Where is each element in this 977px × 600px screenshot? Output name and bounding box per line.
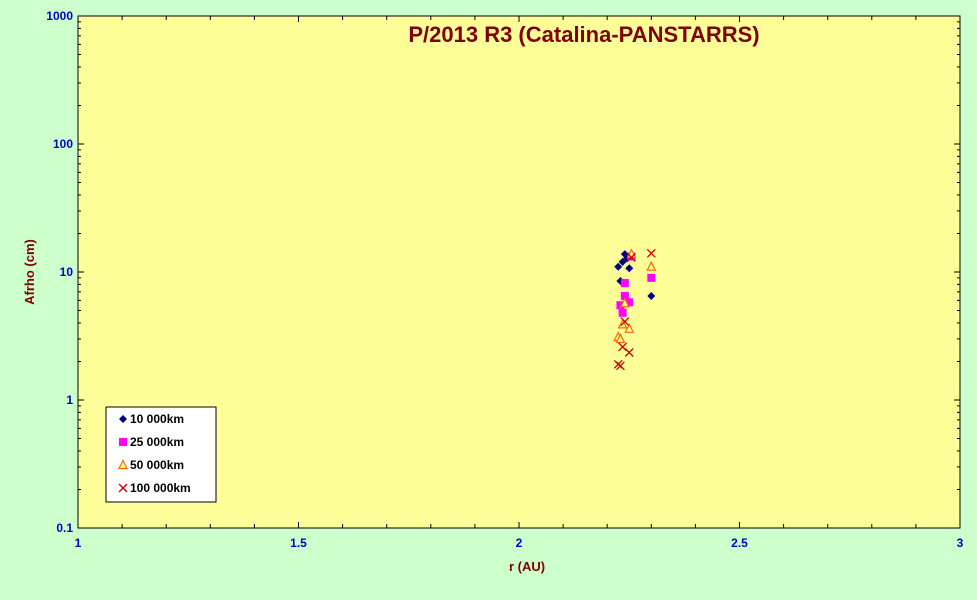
x-tick-label: 3 xyxy=(957,536,964,550)
legend-marker xyxy=(118,483,128,493)
data-point xyxy=(625,298,634,307)
data-point xyxy=(624,322,635,333)
plot-area xyxy=(77,15,961,529)
data-point xyxy=(614,262,623,271)
data-point xyxy=(646,260,657,271)
data-point xyxy=(618,342,628,352)
data-point xyxy=(647,273,656,282)
data-point xyxy=(619,297,630,308)
legend-entry-label: 100 000km xyxy=(130,481,191,495)
data-point xyxy=(620,291,629,300)
x-tick-label: 2 xyxy=(516,536,523,550)
y-axis-label: Afrho (cm) xyxy=(22,239,37,305)
data-point xyxy=(620,250,629,259)
x-tick-label: 1.5 xyxy=(290,536,307,550)
y-tick-label: 1000 xyxy=(46,9,73,23)
legend-entry-label: 50 000km xyxy=(130,458,184,472)
data-point xyxy=(615,361,625,371)
x-axis-label: r (AU) xyxy=(509,559,545,574)
x-tick-label: 2.5 xyxy=(731,536,748,550)
legend-marker xyxy=(119,415,127,423)
y-tick-label: 0.1 xyxy=(56,521,73,535)
y-tick-label: 1 xyxy=(66,393,73,407)
data-point xyxy=(646,248,656,258)
data-point xyxy=(620,317,630,327)
data-point xyxy=(624,348,634,357)
y-tick-label: 10 xyxy=(60,265,74,279)
data-point xyxy=(626,252,636,262)
data-point xyxy=(625,264,634,273)
data-point xyxy=(647,291,656,300)
legend-marker xyxy=(119,438,127,446)
legend-entry-label: 10 000km xyxy=(130,412,184,426)
data-point xyxy=(615,333,626,344)
data-point xyxy=(618,308,627,317)
data-point xyxy=(616,301,625,310)
chart-title: P/2013 R3 (Catalina-PANSTARRS) xyxy=(408,22,759,47)
legend-box xyxy=(105,406,217,503)
legend-entry-label: 25 000km xyxy=(130,435,184,449)
y-tick-label: 100 xyxy=(53,137,73,151)
legend: 10 000km 25 000km 50 000km 100 000km xyxy=(105,406,217,503)
x-tick-label: 1 xyxy=(75,536,82,550)
data-points xyxy=(613,248,657,371)
data-point xyxy=(620,279,629,288)
legend-marker xyxy=(118,459,128,470)
